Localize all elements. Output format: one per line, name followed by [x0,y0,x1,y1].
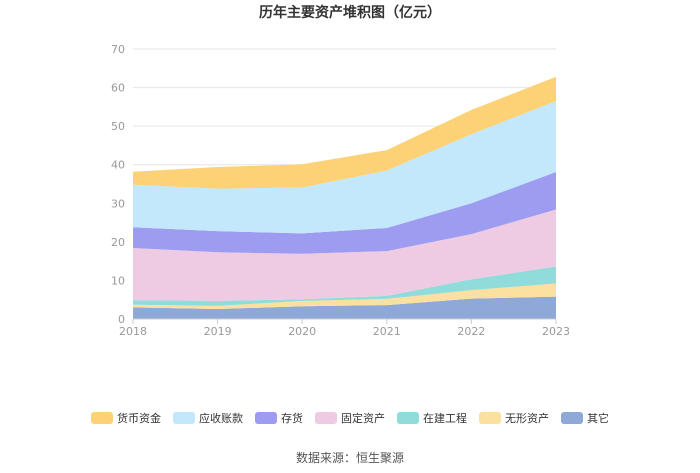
legend-label: 货币资金 [117,412,161,425]
legend-swatch [315,412,337,424]
chart-title: 历年主要资产堆积图（亿元） [259,5,441,21]
legend-label: 应收账款 [199,412,243,425]
legend-item[interactable]: 无形资产 [479,410,549,426]
legend-item[interactable]: 其它 [561,410,609,426]
legend-swatch [561,412,583,424]
area-存货 [133,172,556,254]
y-tick-label: 0 [118,313,125,326]
legend-swatch [91,412,113,424]
area-固定资产 [133,209,556,301]
y-tick-label: 10 [111,274,125,287]
legend-swatch [255,412,277,424]
legend-label: 其它 [587,412,609,425]
axes: 0 10 20 30 40 50 60 70 2018 2019 2020 2021 2022 2023 [111,43,570,338]
legend-swatch [173,412,195,424]
y-tick-label: 40 [111,159,125,172]
legend-item[interactable]: 在建工程 [397,410,467,426]
area-其它 [133,296,556,319]
legend-item[interactable]: 固定资产 [315,410,385,426]
area-无形资产 [133,283,556,309]
x-tick-label: 2019 [204,325,232,338]
y-tick-label: 70 [111,43,125,56]
x-tick-label: 2021 [373,325,401,338]
x-tick-label: 2023 [542,325,570,338]
legend-swatch [397,412,419,424]
legend-label: 固定资产 [341,412,385,425]
area-series [133,76,556,319]
y-tick-label: 30 [111,197,125,210]
legend: 货币资金 应收账款 存货 固定资产 在建工程 无形资产 其它 [0,410,700,426]
legend-item[interactable]: 应收账款 [173,410,243,426]
y-tick-label: 60 [111,82,125,95]
legend-label: 在建工程 [423,412,467,425]
x-tick-label: 2018 [119,325,147,338]
x-tick-label: 2020 [288,325,316,338]
legend-item[interactable]: 货币资金 [91,410,161,426]
y-tick-label: 20 [111,236,125,249]
area-货币资金 [133,76,556,189]
y-tick-label: 50 [111,120,125,133]
x-tick-label: 2022 [457,325,485,338]
legend-swatch [479,412,501,424]
legend-label: 无形资产 [505,412,549,425]
area-在建工程 [133,266,556,306]
source-note: 数据来源：恒生聚源 [295,451,404,465]
legend-label: 存货 [281,412,303,425]
area-应收账款 [133,101,556,234]
legend-item[interactable]: 存货 [255,410,303,426]
